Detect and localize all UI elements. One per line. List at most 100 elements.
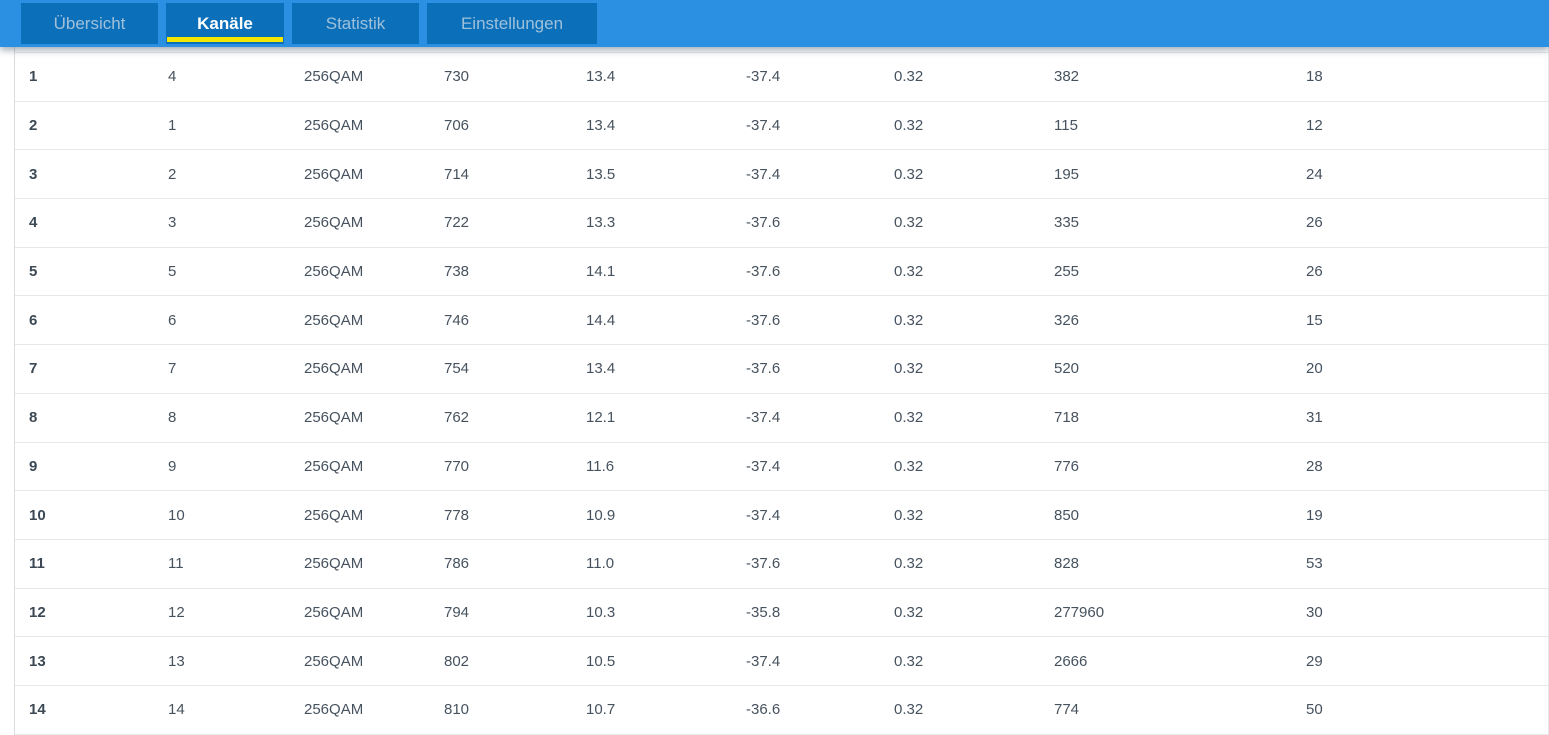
tab-uebersicht-label: Übersicht [53, 14, 126, 33]
table-cell: 256QAM [290, 685, 430, 735]
table-cell: -35.8 [732, 588, 880, 638]
table-row: 3 2 256QAM 714 13.5 -37.4 0.32 195 24 [15, 149, 1548, 200]
table-cell: 277960 [1040, 588, 1292, 638]
table-row: 2 1 256QAM 706 13.4 -37.4 0.32 115 12 [15, 101, 1548, 151]
table-row: 7 7 256QAM 754 13.4 -37.6 0.32 520 20 [15, 344, 1548, 394]
channel-table: 1 4 256QAM 730 13.4 -37.4 0.32 382 18 2 … [15, 52, 1548, 735]
row-index-cell: 2 [15, 101, 154, 151]
table-cell: 12.1 [572, 393, 732, 443]
table-row: 1 4 256QAM 730 13.4 -37.4 0.32 382 18 [15, 52, 1548, 102]
table-cell: 11.6 [572, 442, 732, 492]
table-cell: 12 [1292, 101, 1548, 151]
table-cell: 774 [1040, 685, 1292, 735]
table-cell: 0.32 [880, 636, 1040, 686]
table-cell: -37.6 [732, 344, 880, 394]
table-cell: 828 [1040, 539, 1292, 589]
table-cell: 0.32 [880, 52, 1040, 102]
table-cell: 26 [1292, 198, 1548, 248]
table-cell: 0.32 [880, 539, 1040, 589]
table-cell: -37.4 [732, 442, 880, 492]
table-cell: 746 [430, 295, 572, 346]
table-cell: 256QAM [290, 101, 430, 151]
table-cell: 0.32 [880, 344, 1040, 394]
table-cell: 0.32 [880, 149, 1040, 200]
table-cell: 29 [1292, 636, 1548, 686]
table-cell: -37.6 [732, 295, 880, 346]
tab-einstellungen[interactable]: Einstellungen [427, 3, 597, 44]
tab-statistik[interactable]: Statistik [292, 3, 419, 44]
row-index-cell: 11 [15, 539, 154, 589]
row-index-cell: 8 [15, 393, 154, 443]
table-cell: 13.5 [572, 149, 732, 200]
table-cell: 115 [1040, 101, 1292, 151]
table-row: 12 12 256QAM 794 10.3 -35.8 0.32 277960 … [15, 588, 1548, 638]
table-cell: 520 [1040, 344, 1292, 394]
table-cell: 256QAM [290, 344, 430, 394]
table-cell: 256QAM [290, 588, 430, 638]
table-cell: 14 [154, 685, 290, 735]
tab-bar: Übersicht Kanäle Statistik Einstellungen [0, 0, 1549, 47]
table-cell: 13.3 [572, 198, 732, 248]
table-cell: 11 [154, 539, 290, 589]
table-cell: 762 [430, 393, 572, 443]
table-cell: 256QAM [290, 393, 430, 443]
table-cell: 14.1 [572, 247, 732, 297]
table-cell: 335 [1040, 198, 1292, 248]
table-cell: 3 [154, 198, 290, 248]
tab-kanaele[interactable]: Kanäle [166, 3, 284, 44]
table-cell: 256QAM [290, 636, 430, 686]
row-index-cell: 5 [15, 247, 154, 297]
table-cell: -36.6 [732, 685, 880, 735]
table-row: 9 9 256QAM 770 11.6 -37.4 0.32 776 28 [15, 442, 1548, 492]
table-cell: 802 [430, 636, 572, 686]
table-row: 10 10 256QAM 778 10.9 -37.4 0.32 850 19 [15, 490, 1548, 540]
table-cell: 28 [1292, 442, 1548, 492]
table-cell: 15 [1292, 295, 1548, 346]
table-cell: 256QAM [290, 149, 430, 200]
table-cell: 754 [430, 344, 572, 394]
table-cell: 738 [430, 247, 572, 297]
table-cell: 0.32 [880, 490, 1040, 540]
table-cell: 255 [1040, 247, 1292, 297]
table-cell: 14.4 [572, 295, 732, 346]
table-cell: 13.4 [572, 52, 732, 102]
table-cell: 256QAM [290, 247, 430, 297]
table-cell: 12 [154, 588, 290, 638]
table-cell: 0.32 [880, 295, 1040, 346]
table-cell: 195 [1040, 149, 1292, 200]
tab-einstellungen-label: Einstellungen [460, 14, 564, 33]
table-cell: 0.32 [880, 442, 1040, 492]
table-cell: 26 [1292, 247, 1548, 297]
table-cell: -37.4 [732, 52, 880, 102]
table-cell: 326 [1040, 295, 1292, 346]
table-cell: 10.3 [572, 588, 732, 638]
row-index-cell: 7 [15, 344, 154, 394]
table-cell: 2 [154, 149, 290, 200]
table-cell: 714 [430, 149, 572, 200]
row-index-cell: 1 [15, 52, 154, 102]
table-cell: 31 [1292, 393, 1548, 443]
table-cell: 256QAM [290, 52, 430, 102]
table-cell: -37.4 [732, 393, 880, 443]
table-cell: 30 [1292, 588, 1548, 638]
table-cell: 10.5 [572, 636, 732, 686]
table-cell: 10 [154, 490, 290, 540]
table-cell: 256QAM [290, 295, 430, 346]
table-cell: 0.32 [880, 101, 1040, 151]
row-index-cell: 3 [15, 149, 154, 200]
table-cell: 0.32 [880, 588, 1040, 638]
tab-uebersicht[interactable]: Übersicht [21, 3, 158, 44]
table-cell: 7 [154, 344, 290, 394]
table-cell: 5 [154, 247, 290, 297]
table-row: 5 5 256QAM 738 14.1 -37.6 0.32 255 26 [15, 247, 1548, 297]
table-cell: 6 [154, 295, 290, 346]
table-cell: 18 [1292, 52, 1548, 102]
table-cell: -37.6 [732, 198, 880, 248]
table-cell: 722 [430, 198, 572, 248]
row-index-cell: 4 [15, 198, 154, 248]
table-cell: 20 [1292, 344, 1548, 394]
table-cell: 19 [1292, 490, 1548, 540]
table-cell: 24 [1292, 149, 1548, 200]
table-row: 6 6 256QAM 746 14.4 -37.6 0.32 326 15 [15, 295, 1548, 346]
table-row: 14 14 256QAM 810 10.7 -36.6 0.32 774 50 [15, 685, 1548, 735]
